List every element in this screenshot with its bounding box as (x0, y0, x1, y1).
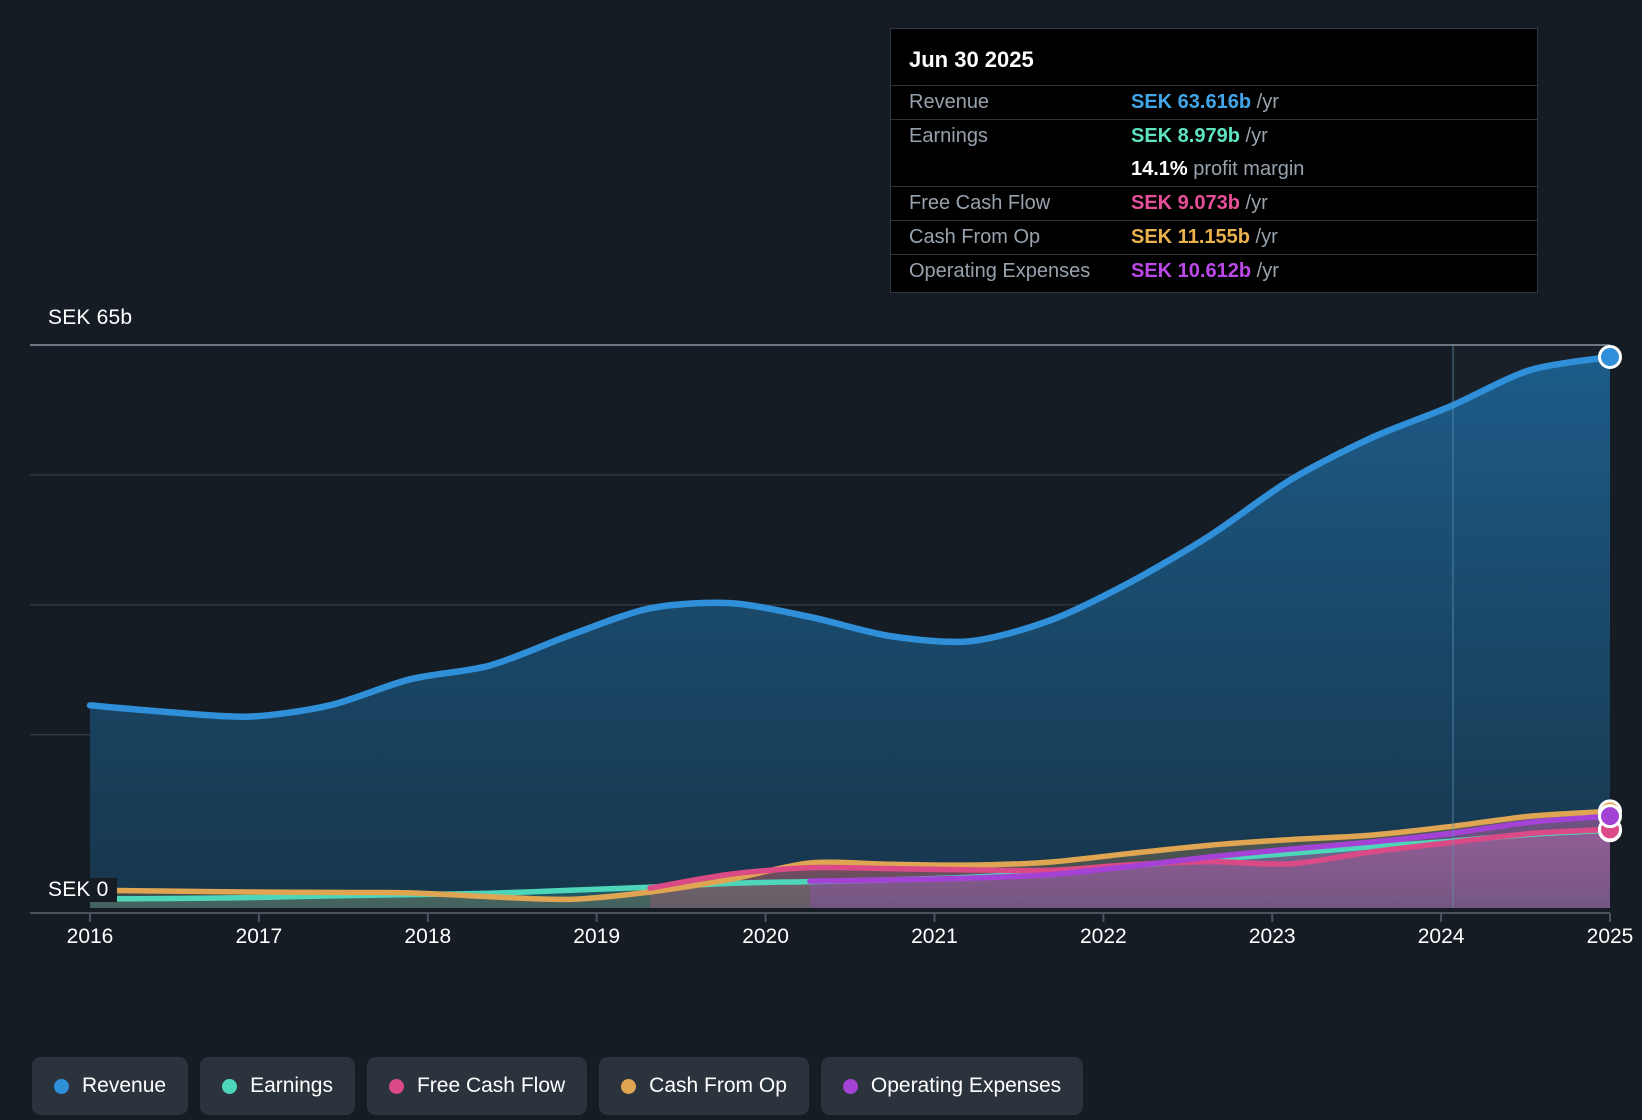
tooltip-row-label: Free Cash Flow (909, 192, 1051, 214)
tooltip-row-label: Cash From Op (909, 226, 1041, 248)
legend-color-dot-icon (621, 1078, 637, 1094)
legend-item-label: Cash From Op (649, 1074, 787, 1097)
tooltip-row: Operating Expenses SEK 10.612b /yr (891, 254, 1537, 288)
legend-item-label: Revenue (82, 1074, 167, 1097)
legend-item-label: Earnings (250, 1074, 333, 1097)
x-axis-tick-2021: 2021 (911, 925, 958, 948)
tooltip-row-value: SEK 11.155b /yr (1131, 226, 1278, 248)
legend-item-operating-expenses[interactable]: Operating Expenses (820, 1057, 1084, 1115)
series-areas (90, 356, 1610, 909)
tooltip-row-label: Earnings (909, 125, 988, 147)
tooltip-row-value: SEK 63.616b /yr (1131, 91, 1279, 113)
tooltip-row-value: 14.1% profit margin (1131, 158, 1305, 180)
tooltip-row: Cash From Op SEK 11.155b /yr (891, 220, 1537, 254)
series-endpoint-markers (1598, 344, 1622, 843)
tooltip-row: Revenue SEK 63.616b /yr (891, 85, 1537, 119)
legend-color-dot-icon (842, 1078, 858, 1094)
legend-color-dot-icon (54, 1078, 69, 1094)
legend-item-earnings[interactable]: Earnings (200, 1057, 355, 1115)
tooltip-row-value: SEK 9.073b /yr (1131, 192, 1268, 214)
legend-item-cash-from-op[interactable]: Cash From Op (599, 1057, 809, 1115)
legend-item-free-cash-flow[interactable]: Free Cash Flow (366, 1057, 588, 1115)
x-axis-tick-2018: 2018 (404, 925, 452, 948)
x-axis-tick-2016: 2016 (66, 925, 114, 948)
tooltip-row-value: SEK 10.612b /yr (1131, 260, 1279, 282)
chart-legend: Revenue Earnings Free Cash Flow Cash From O… (32, 1057, 1084, 1115)
x-axis-tick-2025: 2025 (1586, 925, 1634, 948)
legend-color-dot-icon (222, 1078, 238, 1094)
x-axis-tick-2024: 2024 (1417, 925, 1465, 948)
legend-color-dot-icon (388, 1078, 404, 1094)
x-axis-tick-2019: 2019 (573, 925, 621, 948)
legend-item-revenue[interactable]: Revenue (32, 1057, 189, 1115)
y-axis-zero-label: SEK 0 (48, 878, 117, 902)
legend-item-label: Operating Expenses (870, 1074, 1062, 1097)
tooltip-row-label: Revenue (909, 91, 990, 113)
x-axis-tick-2022: 2022 (1079, 925, 1127, 948)
tooltip-row: 14.1% profit margin (891, 153, 1537, 186)
y-axis-max-label: SEK 65b (48, 306, 141, 330)
x-axis-line (30, 912, 1611, 922)
x-axis-tick-2020: 2020 (742, 925, 789, 948)
hover-tooltip: Jun 30 2025 Revenue SEK 63.616b /yr Earnin… (890, 28, 1538, 293)
tooltip-row-label: Operating Expenses (909, 260, 1091, 282)
tooltip-row-value: SEK 8.979b /yr (1131, 125, 1268, 147)
tooltip-row: Earnings SEK 8.979b /yr (891, 119, 1537, 153)
x-axis-tick-2023: 2023 (1248, 925, 1296, 948)
tooltip-rows: Revenue SEK 63.616b /yr Earnings SEK 8.979b… (891, 85, 1537, 288)
legend-item-label: Free Cash Flow (416, 1074, 566, 1097)
tooltip-date: Jun 30 2025 (909, 47, 1034, 72)
tooltip-row: Free Cash Flow SEK 9.073b /yr (891, 186, 1537, 220)
x-axis-tick-2017: 2017 (235, 925, 283, 948)
series-lines (86, 353, 1614, 903)
